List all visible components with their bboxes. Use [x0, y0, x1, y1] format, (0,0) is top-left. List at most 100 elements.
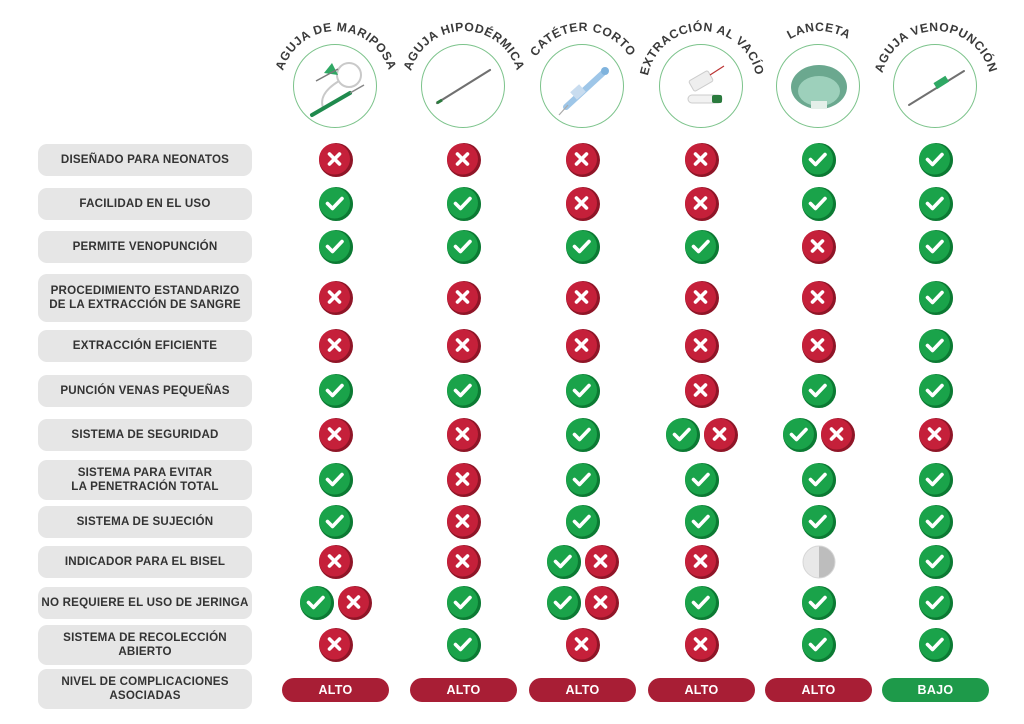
table-cell — [547, 586, 619, 620]
cross-icon — [447, 143, 481, 177]
table-cell — [685, 329, 719, 363]
cross-icon — [319, 418, 353, 452]
table-cell — [919, 329, 953, 363]
cross-icon — [447, 329, 481, 363]
table-cell — [566, 418, 600, 452]
level-high-badge: ALTO — [410, 678, 517, 702]
table-cell — [919, 505, 953, 539]
check-icon — [447, 187, 481, 221]
cross-icon — [566, 281, 600, 315]
table-cell — [919, 143, 953, 177]
table-cell — [319, 505, 353, 539]
cross-icon — [447, 545, 481, 579]
table-cell — [566, 374, 600, 408]
level-high-badge: ALTO — [648, 678, 755, 702]
table-cell — [685, 143, 719, 177]
table-cell — [447, 329, 481, 363]
check-icon — [919, 230, 953, 264]
cross-icon — [585, 545, 619, 579]
cross-icon — [566, 329, 600, 363]
table-cell — [919, 628, 953, 662]
check-icon — [566, 463, 600, 497]
table-cell — [447, 230, 481, 264]
cross-icon — [802, 230, 836, 264]
partial-icon — [802, 545, 836, 579]
table-cell — [919, 187, 953, 221]
table-cell — [319, 628, 353, 662]
check-icon — [319, 374, 353, 408]
check-icon — [802, 586, 836, 620]
table-cell — [802, 187, 836, 221]
table-cell — [547, 545, 619, 579]
table-cell — [685, 374, 719, 408]
cross-icon — [447, 505, 481, 539]
lancet-icon — [776, 44, 860, 128]
table-cell — [447, 545, 481, 579]
check-icon — [802, 374, 836, 408]
row-label: NO REQUIERE EL USO DE JERINGA — [38, 587, 252, 619]
table-cell — [319, 281, 353, 315]
table-cell — [566, 143, 600, 177]
cross-icon — [585, 586, 619, 620]
check-icon — [566, 418, 600, 452]
cross-icon — [685, 545, 719, 579]
table-cell — [319, 545, 353, 579]
check-icon — [919, 187, 953, 221]
table-cell — [802, 628, 836, 662]
cross-icon — [319, 281, 353, 315]
table-cell — [300, 586, 372, 620]
cross-icon — [319, 628, 353, 662]
row-label: SISTEMA DE SUJECIÓN — [38, 506, 252, 538]
check-icon — [919, 143, 953, 177]
cross-icon — [566, 143, 600, 177]
level-high-badge: ALTO — [529, 678, 636, 702]
check-icon — [666, 418, 700, 452]
table-cell — [447, 586, 481, 620]
check-icon — [685, 505, 719, 539]
check-icon — [566, 230, 600, 264]
column-header: AGUJA VENOPUNCIÓN — [872, 0, 1000, 140]
table-cell — [919, 463, 953, 497]
table-cell — [802, 143, 836, 177]
table-cell — [919, 418, 953, 452]
cross-icon — [338, 586, 372, 620]
venipuncture-needle-icon — [893, 44, 977, 128]
column-header: EXTRACCIÓN AL VACÍO — [637, 0, 766, 140]
short-catheter-icon — [540, 44, 624, 128]
table-cell — [685, 187, 719, 221]
table-cell — [447, 463, 481, 497]
column-header: AGUJA HIPODÉRMICA — [401, 0, 527, 140]
table-cell — [447, 281, 481, 315]
check-icon — [919, 545, 953, 579]
table-cell — [319, 230, 353, 264]
butterfly-needle-icon — [293, 44, 377, 128]
row-label: EXTRACCIÓN EFICIENTE — [38, 330, 252, 362]
table-cell — [685, 586, 719, 620]
check-icon — [783, 418, 817, 452]
table-cell — [666, 418, 738, 452]
table-cell — [319, 187, 353, 221]
cross-icon — [919, 418, 953, 452]
table-cell — [802, 281, 836, 315]
check-icon — [547, 545, 581, 579]
check-icon — [919, 329, 953, 363]
check-icon — [447, 374, 481, 408]
check-icon — [566, 505, 600, 539]
table-cell — [783, 418, 855, 452]
check-icon — [300, 586, 334, 620]
cross-icon — [821, 418, 855, 452]
cross-icon — [447, 281, 481, 315]
column-header: CATÉTER CORTO — [523, 0, 643, 140]
cross-icon — [685, 143, 719, 177]
cross-icon — [685, 628, 719, 662]
table-cell — [919, 586, 953, 620]
check-icon — [802, 628, 836, 662]
cross-icon — [802, 281, 836, 315]
table-cell — [685, 628, 719, 662]
cross-icon — [319, 329, 353, 363]
check-icon — [919, 374, 953, 408]
table-cell — [685, 545, 719, 579]
row-label: DISEÑADO PARA NEONATOS — [38, 144, 252, 176]
cross-icon — [802, 329, 836, 363]
level-high-badge: ALTO — [765, 678, 872, 702]
